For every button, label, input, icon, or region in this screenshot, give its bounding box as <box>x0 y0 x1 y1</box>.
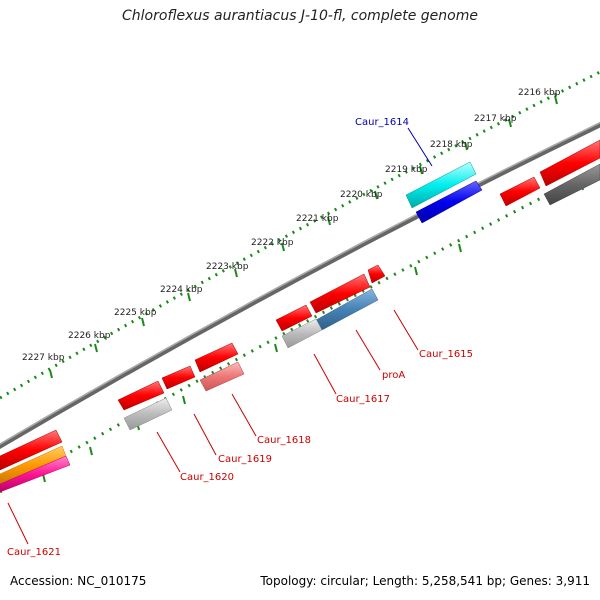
gene-feature[interactable] <box>543 163 600 206</box>
gene-feature[interactable] <box>0 455 71 493</box>
map-title: Chloroflexus aurantiacus J-10-fl, comple… <box>122 8 478 24</box>
kbp-label: 2219 kbp <box>385 165 428 175</box>
gene-feature-caur-1618[interactable] <box>199 361 245 392</box>
gene-label-proa[interactable]: proA <box>382 370 405 381</box>
inner-tick-ring <box>0 166 600 494</box>
gene-feature[interactable] <box>415 180 483 224</box>
gene-feature[interactable] <box>499 176 541 207</box>
kbp-label: 2217 kbp <box>474 114 517 124</box>
kbp-label: 2225 kbp <box>114 308 157 318</box>
gene-label-caur-1620[interactable]: Caur_1620 <box>180 472 234 483</box>
kbp-label: 2226 kbp <box>68 331 111 341</box>
gene-feature-caur-1614[interactable] <box>405 161 477 209</box>
gene-feature-caur-1617[interactable] <box>281 318 323 349</box>
outer-major-ticks <box>49 95 558 379</box>
gene-feature[interactable] <box>539 139 600 187</box>
gene-feature[interactable] <box>275 304 313 332</box>
gene-feature-caur-1619[interactable] <box>161 365 196 390</box>
gene-label-caur-1617[interactable]: Caur_1617 <box>336 394 390 405</box>
kbp-label: 2218 kbp <box>430 140 473 150</box>
backbone-track <box>0 122 600 450</box>
kbp-label: 2216 kbp <box>518 88 561 98</box>
gene-feature-caur-1621[interactable] <box>0 429 63 471</box>
kbp-label: 2223 kbp <box>206 262 249 272</box>
kbp-labels: 2216 kbp 2217 kbp 2218 kbp 2219 kbp 2220… <box>22 88 561 363</box>
kbp-label: 2220 kbp <box>340 190 383 200</box>
gene-label-caur-1619[interactable]: Caur_1619 <box>218 454 272 465</box>
accession-text: Accession: NC_010175 <box>10 574 147 588</box>
gene-label-caur-1614[interactable]: Caur_1614 <box>355 117 409 128</box>
gene-features <box>0 139 600 493</box>
outer-tick-ring <box>0 70 600 400</box>
gene-feature[interactable] <box>367 264 386 284</box>
kbp-label: 2222 kbp <box>251 238 294 248</box>
gene-label-caur-1621[interactable]: Caur_1621 <box>7 547 61 558</box>
gene-feature[interactable] <box>309 273 371 314</box>
gene-feature[interactable] <box>194 342 239 373</box>
kbp-label: 2224 kbp <box>160 285 203 295</box>
gene-label-caur-1618[interactable]: Caur_1618 <box>257 435 311 446</box>
gene-label-caur-1615[interactable]: Caur_1615 <box>419 349 473 360</box>
genome-summary-text: Topology: circular; Length: 5,258,541 bp… <box>260 574 590 588</box>
kbp-label: 2227 kbp <box>22 353 65 363</box>
gene-labels: Caur_1614 Caur_1615 proA Caur_1617 Caur_… <box>7 117 473 558</box>
gene-feature[interactable] <box>117 380 165 411</box>
gene-feature-caur-1620[interactable] <box>123 397 173 431</box>
label-leader-lines <box>7 127 433 545</box>
kbp-label: 2221 kbp <box>296 214 339 224</box>
